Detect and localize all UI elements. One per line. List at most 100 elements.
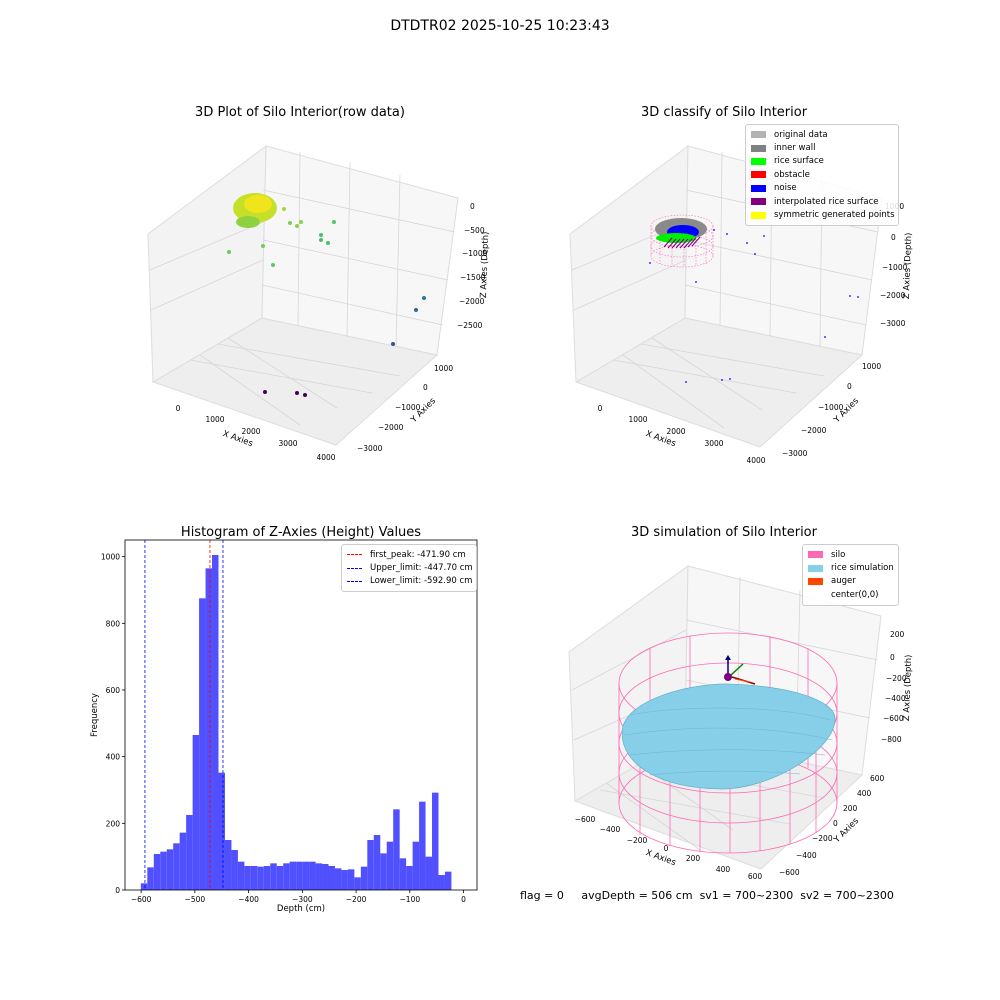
histogram-bar <box>179 832 187 890</box>
data-point <box>849 295 851 297</box>
histogram-bar <box>270 863 277 890</box>
panel1-y-ticks: 1000 0 −1000 −2000 −3000 <box>357 364 453 453</box>
histogram-bars <box>140 555 452 890</box>
x-tick-label: 3000 <box>704 439 723 448</box>
z-tick-label: −200 <box>886 674 907 683</box>
legend-item: rice surface <box>751 155 893 168</box>
y-tick-label: 200 <box>843 804 858 813</box>
z-tick-label: −3000 <box>880 319 906 328</box>
legend-label: center(0,0) <box>831 589 879 600</box>
y-tick-label: 800 <box>106 619 121 628</box>
legend-label: silo <box>831 549 846 560</box>
histogram-bar <box>334 868 342 890</box>
histogram-bar <box>328 866 335 890</box>
panel1-back-pane <box>261 145 459 356</box>
legend-swatch <box>751 144 766 152</box>
legend-swatch <box>347 567 362 569</box>
data-point <box>763 235 765 237</box>
x-tick-label: −400 <box>600 825 621 834</box>
histogram-bar <box>237 861 245 890</box>
y-tick-label: 0 <box>847 382 852 391</box>
x-tick-label: −200 <box>627 836 648 845</box>
panel3-y-ticks: 0 200 400 600 800 1000 <box>101 553 125 895</box>
panel4-xlabel: X Axies <box>644 848 677 868</box>
data-point <box>319 238 323 242</box>
auger-axis-y <box>730 663 744 676</box>
data-point <box>227 250 231 254</box>
histogram-bar <box>186 815 193 890</box>
histogram-bar <box>419 801 426 890</box>
legend-swatch <box>751 157 766 165</box>
histogram-bar <box>160 851 167 890</box>
x-tick-label: −600 <box>575 815 596 824</box>
x-tick-label: 0 <box>176 404 181 413</box>
auger-body <box>734 678 751 683</box>
data-point <box>299 220 303 224</box>
histogram-bar <box>276 866 284 890</box>
x-tick-label: −500 <box>185 895 206 904</box>
panel1-rice-cluster-bottom <box>236 216 260 228</box>
auger-arrow-z <box>725 655 731 660</box>
data-point <box>326 241 330 245</box>
avg-depth-text: avgDepth = 506 cm <box>581 889 693 902</box>
z-tick-label: −2000 <box>880 291 906 300</box>
histogram-reference-lines <box>144 540 224 890</box>
legend-item: original data <box>751 128 893 141</box>
figure-title: DTDTR02 2025-10-25 10:23:43 <box>390 18 610 34</box>
legend-item: first_peak: -471.90 cm <box>347 548 471 561</box>
y-tick-label: −400 <box>796 851 817 860</box>
legend-swatch <box>751 171 766 179</box>
z-tick-label: −2000 <box>459 297 485 306</box>
x-tick-label: −100 <box>400 895 421 904</box>
histogram-bar <box>140 883 148 890</box>
histogram-bar <box>444 871 452 890</box>
panel2-legend: original data inner wall rice surface ob… <box>745 124 899 226</box>
legend-swatch <box>751 131 766 139</box>
panel2-title: 3D classify of Silo Interior <box>641 105 808 120</box>
x-tick-label: −400 <box>238 895 259 904</box>
panel4-title: 3D simulation of Silo Interior <box>631 525 818 540</box>
legend-swatch <box>808 577 823 585</box>
histogram-bar <box>386 841 394 890</box>
x-tick-label: 1000 <box>205 415 224 424</box>
histogram-bar <box>205 568 213 890</box>
histogram-bar <box>302 861 310 890</box>
y-tick-label: −2000 <box>801 426 827 435</box>
panel3-x-ticks: −600 −500 −400 −300 −200 −100 0 <box>131 890 466 904</box>
data-point <box>754 253 756 255</box>
data-point <box>729 378 731 380</box>
x-tick-label: 3000 <box>278 439 297 448</box>
z-tick-label: −800 <box>881 735 902 744</box>
sv1-text: sv1 = 700~2300 <box>699 889 794 902</box>
panel3-xlabel: Depth (cm) <box>277 904 325 914</box>
histogram-bar <box>425 856 433 890</box>
panel4-x-ticks: −600 −400 −200 0 200 400 600 <box>575 815 763 881</box>
y-tick-label: −3000 <box>782 449 808 458</box>
legend-item: auger <box>808 575 893 588</box>
legend-swatch <box>347 554 362 556</box>
legend-label: noise <box>774 183 797 194</box>
histogram-bar <box>373 835 381 890</box>
panel4-z-ticks: 200 0 −200 −400 −600 −800 <box>881 630 907 744</box>
histogram-bar <box>166 849 174 890</box>
x-tick-label: 1000 <box>628 415 647 424</box>
x-tick-label: 2000 <box>666 427 685 436</box>
data-point <box>713 229 715 231</box>
histogram-bar <box>231 850 238 890</box>
y-tick-label: 400 <box>106 753 121 762</box>
panel2-interpolated-surface <box>663 236 701 249</box>
x-tick-label: −600 <box>131 895 152 904</box>
data-point <box>263 390 267 394</box>
legend-item: inner wall <box>751 141 893 154</box>
data-point <box>649 262 651 264</box>
panel3-title: Histogram of Z-Axies (Height) Values <box>181 525 421 540</box>
legend-swatch <box>751 211 766 219</box>
histogram-bar <box>296 861 303 890</box>
y-tick-label: 0 <box>115 886 120 895</box>
legend-swatch <box>808 551 823 559</box>
legend-item: noise <box>751 182 893 195</box>
data-point <box>721 379 723 381</box>
histogram-bar <box>399 858 407 890</box>
simulation-3d-plot: 3D simulation of Silo Interior <box>568 525 914 881</box>
